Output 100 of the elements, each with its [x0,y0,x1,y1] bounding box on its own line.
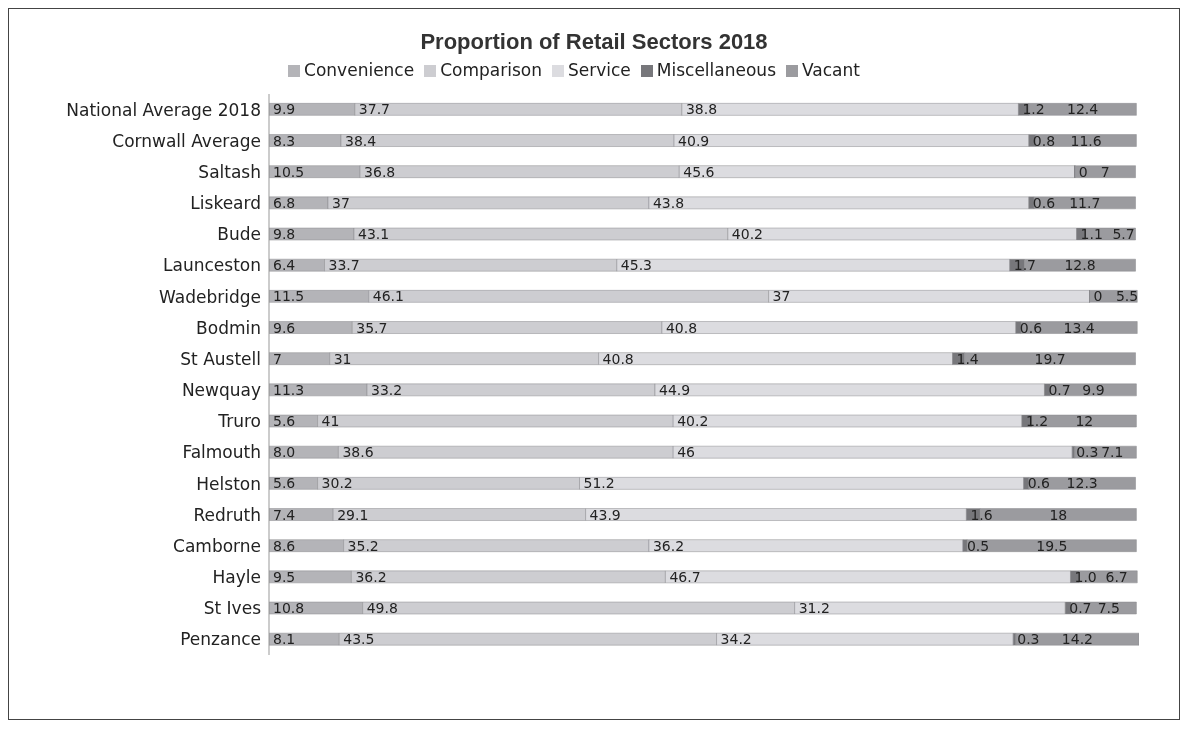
data-label: 12 [1075,413,1094,430]
data-label: 36.8 [364,163,396,180]
data-label: 1.7 [1013,257,1037,274]
data-label: 31.2 [798,600,830,617]
y-tick-label: Bude [217,224,261,245]
data-label: 11.5 [273,288,305,305]
data-label: 6.8 [273,194,296,211]
data-label: 30.2 [321,475,353,492]
data-label: 13.4 [1063,319,1095,336]
data-label: 7 [273,350,282,367]
data-label: 7.5 [1097,600,1120,617]
data-label: 5.6 [273,413,296,430]
data-label: 31 [333,350,352,367]
legend-label: Convenience [304,60,415,80]
data-label: 8.6 [273,537,296,554]
data-label: 45.6 [683,163,715,180]
data-label: 36.2 [652,537,685,554]
data-label: 8.1 [273,631,296,648]
data-label: 0.7 [1069,600,1092,617]
data-label: 11.3 [273,381,305,398]
data-label: 0.8 [1032,132,1056,149]
legend-label: Comparison [440,60,542,80]
data-label: 36.2 [355,568,387,585]
legend-label: Vacant [802,60,860,80]
data-label: 5.7 [1112,226,1135,243]
y-tick-label: Penzance [180,629,261,650]
data-label: 33.2 [371,381,403,398]
y-tick-label: Redruth [193,504,261,525]
y-tick-label: Hayle [212,567,261,588]
data-label: 37.7 [358,101,391,118]
data-label: 46.7 [669,568,701,585]
data-label: 1.1 [1080,226,1103,243]
data-label: 19.5 [1036,537,1068,554]
y-tick-label: Saltash [198,161,261,182]
data-label: 33.7 [328,257,360,274]
legend-label: Service [567,60,631,80]
data-label: 1.2 [1022,101,1045,118]
data-label: 10.8 [273,600,305,617]
data-label: 43.1 [358,226,390,243]
data-label: 43.5 [343,631,375,648]
data-label: 51.2 [583,475,615,492]
data-label: 35.2 [347,537,379,554]
data-label: 40.2 [731,226,764,243]
y-tick-label: Camborne [173,535,261,556]
data-label: 12.8 [1064,257,1096,274]
data-label: 29.1 [337,506,369,523]
data-label: 0.6 [1032,194,1056,211]
data-label: 12.3 [1066,475,1098,492]
data-label: 0.6 [1019,319,1043,336]
y-tick-label: Helston [196,473,261,494]
y-tick-label: Liskeard [190,193,261,214]
data-label: 37 [772,288,791,305]
data-label: 37 [331,194,350,211]
chart-title: Proportion of Retail Sectors 2018 [419,29,769,55]
y-tick-label: St Austell [180,348,261,369]
data-label: 6.7 [1105,568,1128,585]
data-label: 5.5 [1115,288,1139,305]
data-label: 38.4 [344,132,377,149]
data-label: 49.8 [366,600,398,617]
data-label: 35.7 [356,319,388,336]
data-label: 9.9 [273,101,296,118]
data-label: 11.7 [1069,194,1101,211]
data-label: 43.8 [652,194,685,211]
data-label: 0.5 [966,537,990,554]
data-label: 1.6 [970,506,993,523]
data-label: 46 [677,444,696,461]
data-label: 12.4 [1067,101,1099,118]
data-label: 9.6 [273,319,296,336]
data-label: 8.3 [273,132,296,149]
data-label: 43.9 [589,506,621,523]
y-tick-label: National Average 2018 [66,99,261,120]
data-label: 40.2 [677,413,709,430]
data-label: 1.4 [956,350,979,367]
data-label: 0.3 [1076,444,1099,461]
y-tick-label: Falmouth [182,442,261,463]
data-label: 34.2 [720,631,752,648]
data-label: 0.7 [1048,381,1071,398]
data-label: 40.8 [602,350,634,367]
data-label: 40.9 [678,132,710,149]
data-label: 7.4 [273,506,296,523]
data-label: 0 [1093,288,1103,305]
data-label: 44.9 [658,381,691,398]
data-label: 5.6 [273,475,296,492]
y-tick-label: Bodmin [196,317,261,338]
data-label: 1.0 [1074,568,1097,585]
y-tick-label: Wadebridge [159,286,261,307]
data-label: 46.1 [372,288,404,305]
data-label: 0.3 [1017,631,1040,648]
y-tick-label: St Ives [203,598,262,619]
data-label: 9.5 [273,568,296,585]
data-label: 7 [1100,163,1110,180]
data-label: 38.8 [685,101,718,118]
data-label: 0.6 [1027,475,1050,492]
data-label: 40.8 [665,319,698,336]
data-label: 38.6 [342,444,374,461]
data-label: 19.7 [1034,350,1066,367]
data-label: 9.9 [1082,381,1105,398]
y-tick-label: Cornwall Average [112,130,261,151]
data-label: 6.4 [273,257,296,274]
y-tick-label: Launceston [163,255,261,276]
